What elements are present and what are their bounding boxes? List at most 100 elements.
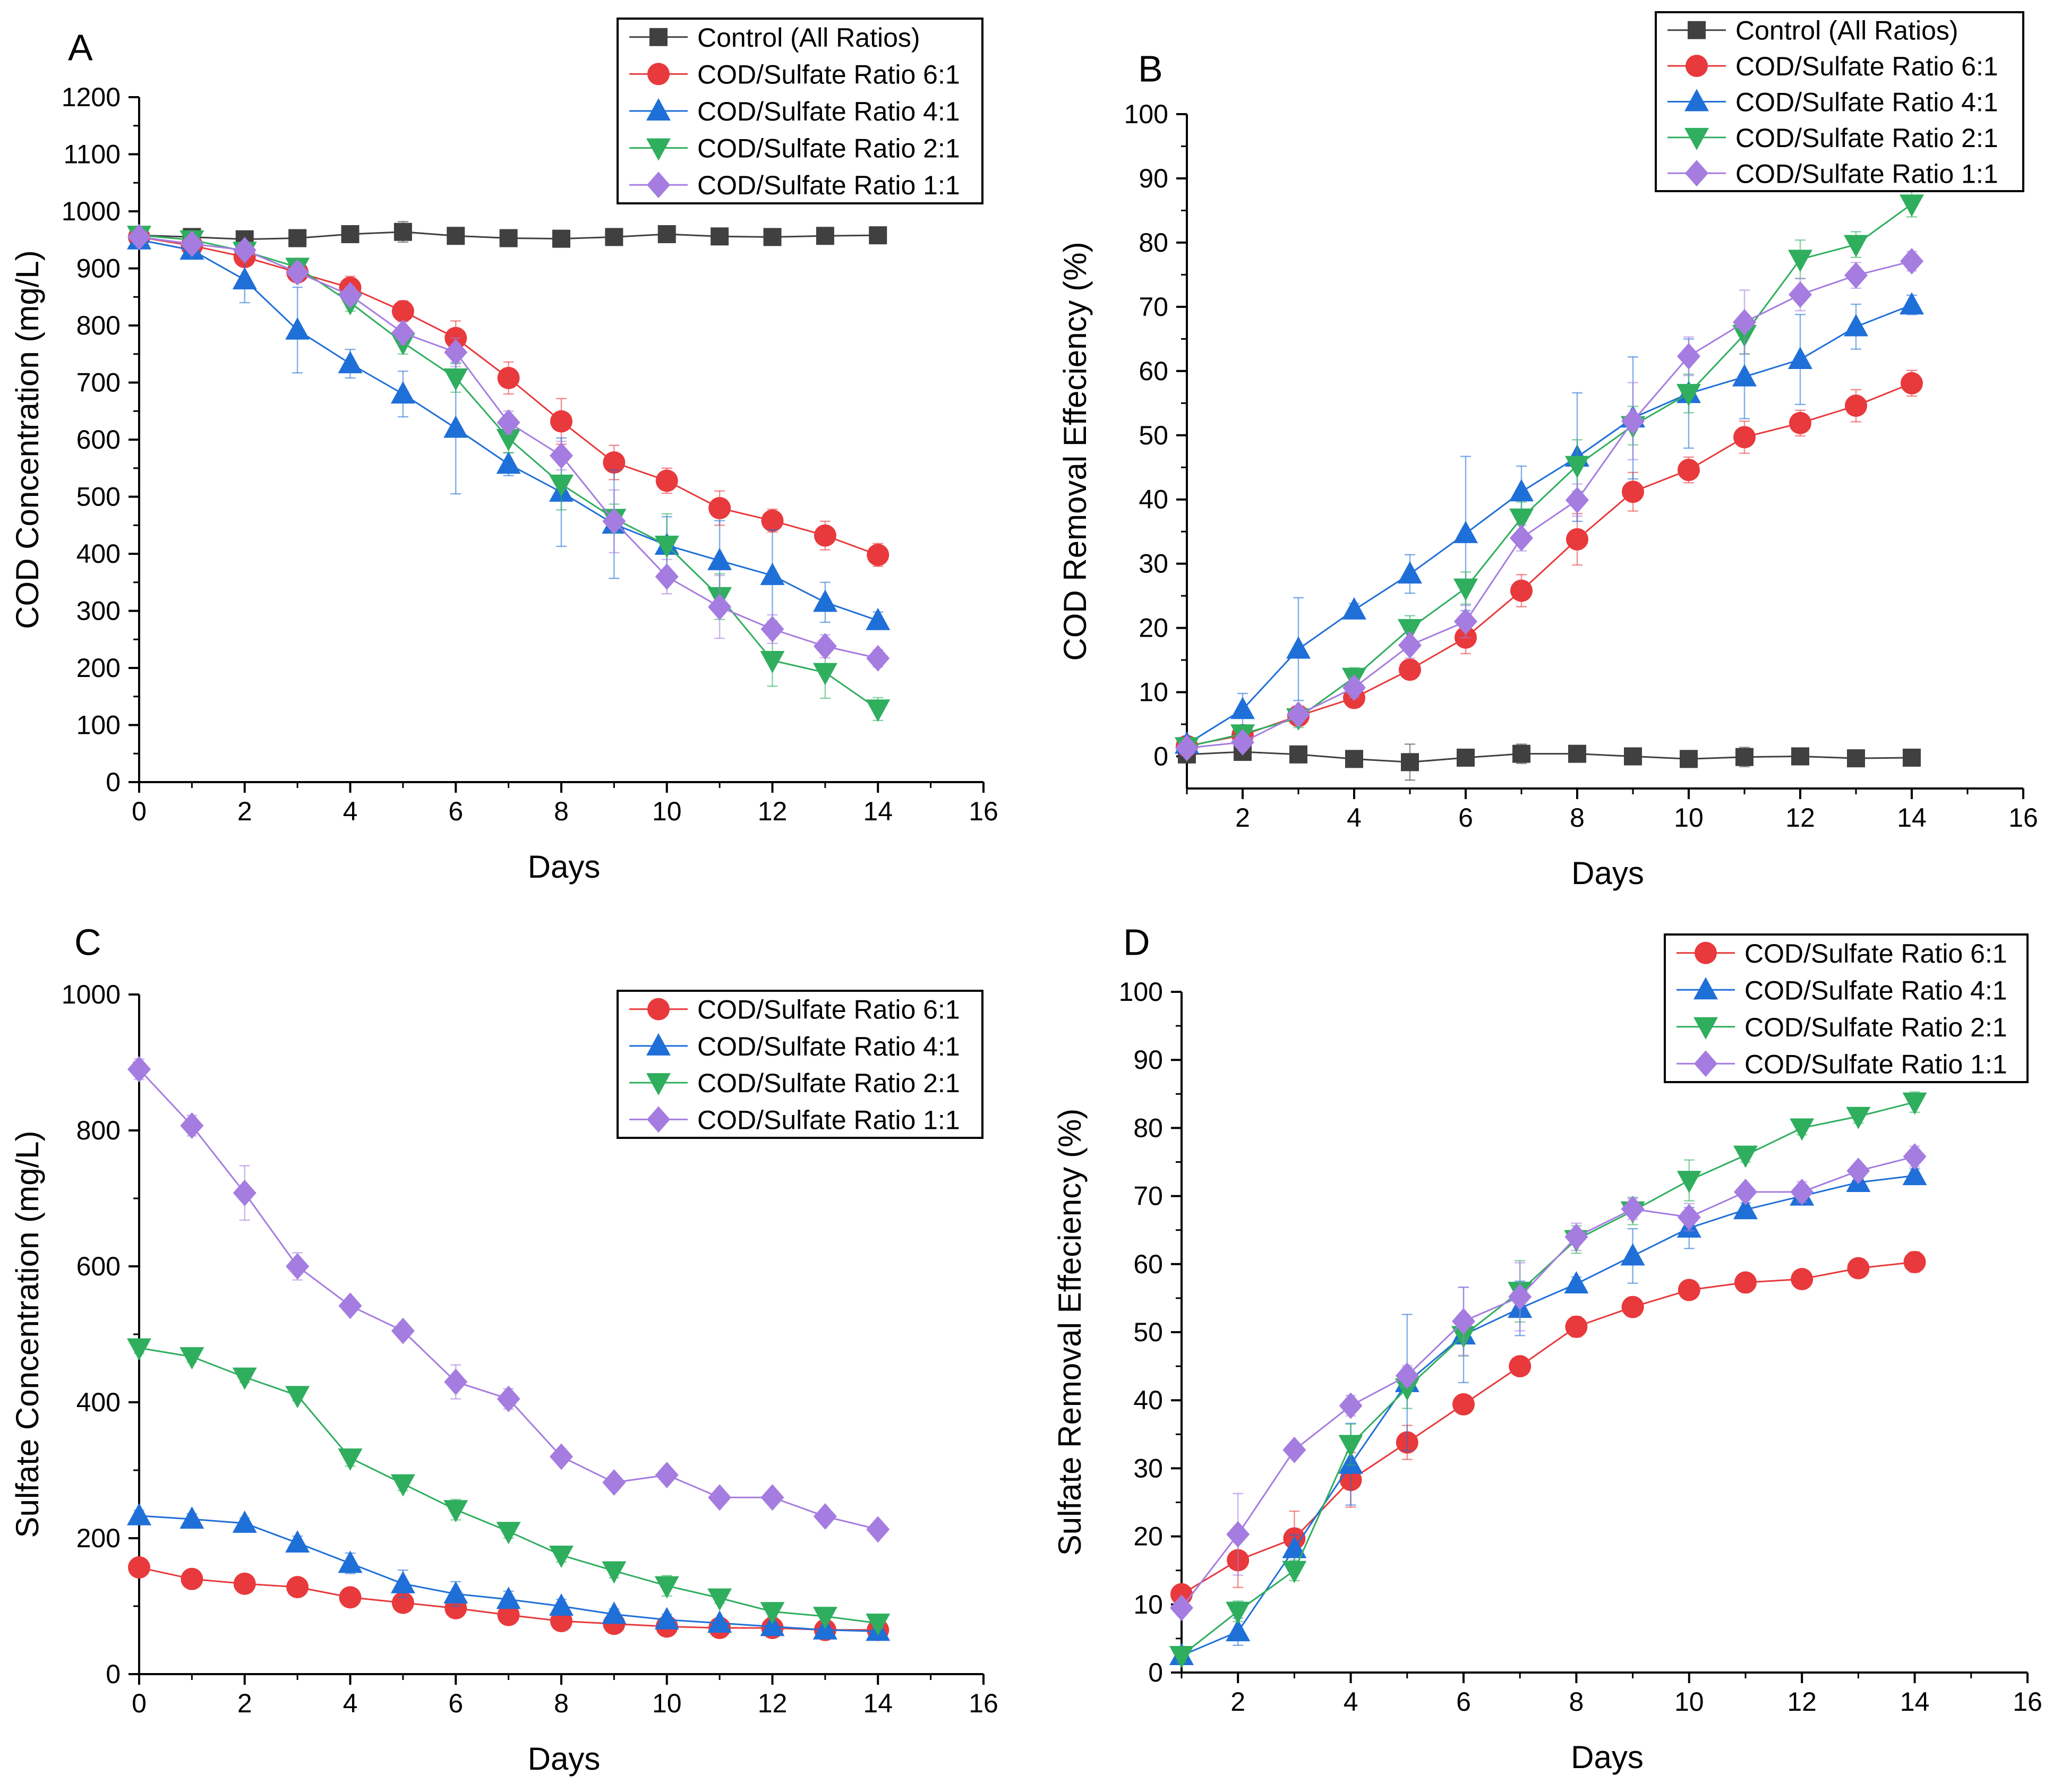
- y-tick-label: 200: [76, 653, 121, 683]
- data-point: [550, 1443, 573, 1470]
- data-point: [711, 227, 729, 246]
- data-point: [1678, 459, 1700, 482]
- legend-label: COD/Sulfate Ratio 6:1: [697, 59, 960, 89]
- data-point: [1226, 1521, 1250, 1548]
- data-point: [443, 1581, 468, 1604]
- series-line: [1186, 260, 1912, 749]
- y-tick-label: 1000: [62, 196, 121, 226]
- data-point: [1733, 1197, 1758, 1220]
- data-point: [602, 1561, 627, 1584]
- data-point: [867, 544, 889, 567]
- data-point: [1733, 426, 1756, 449]
- y-axis-title: Sulfate Concentration (mg/L): [10, 1130, 45, 1538]
- data-point: [1566, 528, 1588, 551]
- data-point: [761, 509, 784, 532]
- data-point: [1398, 632, 1422, 659]
- y-tick-label: 600: [76, 425, 121, 455]
- x-tick-label: 12: [758, 1688, 788, 1718]
- legend-label: COD/Sulfate Ratio 2:1: [697, 134, 960, 164]
- data-point: [338, 1550, 363, 1573]
- y-tick-label: 700: [76, 368, 121, 398]
- x-tick-label: 6: [448, 796, 463, 826]
- data-point: [1789, 411, 1811, 434]
- x-tick-label: 16: [2008, 803, 2038, 833]
- data-point: [1847, 749, 1865, 768]
- data-point: [869, 226, 887, 245]
- legend-marker: [1688, 21, 1706, 39]
- y-tick-label: 1100: [63, 140, 121, 169]
- data-point: [1621, 1296, 1644, 1318]
- y-tick-label: 100: [1119, 977, 1163, 1007]
- data-point: [866, 607, 891, 630]
- x-tick-label: 16: [2013, 1687, 2042, 1717]
- data-point: [1282, 1561, 1307, 1583]
- data-point: [1339, 1392, 1363, 1419]
- x-tick-label: 8: [554, 1688, 569, 1718]
- data-point: [179, 1506, 204, 1529]
- data-point: [813, 1503, 837, 1530]
- data-point: [1791, 1268, 1814, 1291]
- data-point: [180, 230, 204, 258]
- data-point: [338, 351, 363, 374]
- y-tick-label: 300: [76, 596, 121, 626]
- data-point: [338, 1448, 363, 1471]
- legend-marker: [1684, 127, 1709, 150]
- x-tick-label: 10: [1674, 1687, 1704, 1717]
- data-point: [1398, 561, 1422, 584]
- data-point: [763, 228, 782, 246]
- y-tick-label: 20: [1133, 1522, 1163, 1551]
- x-tick-label: 4: [343, 796, 358, 826]
- y-tick-label: 30: [1133, 1453, 1163, 1483]
- y-tick-label: 0: [1153, 742, 1168, 771]
- data-point: [499, 229, 518, 247]
- data-point: [285, 1386, 310, 1409]
- data-point: [1398, 619, 1422, 641]
- y-axis-title: COD Removal Effeciency (%): [1057, 242, 1093, 661]
- x-tick-label: 6: [448, 1688, 463, 1718]
- data-point: [1226, 1619, 1251, 1642]
- data-point: [760, 651, 785, 674]
- data-point: [285, 317, 310, 340]
- x-tick-label: 8: [1569, 1687, 1584, 1717]
- legend-marker: [646, 1073, 671, 1096]
- data-point: [1452, 1393, 1475, 1416]
- data-point: [1231, 728, 1254, 756]
- series-ratio1: [1170, 1143, 1927, 1622]
- data-point: [1512, 744, 1530, 763]
- data-point: [814, 524, 836, 547]
- legend-marker: [1693, 1017, 1718, 1040]
- data-point: [497, 1604, 520, 1626]
- data-point: [1508, 1283, 1532, 1310]
- data-point: [1395, 1378, 1419, 1401]
- data-point: [654, 1576, 679, 1599]
- x-tick-label: 6: [1456, 1687, 1471, 1717]
- data-point: [341, 225, 360, 243]
- series-line: [1181, 1174, 1915, 1657]
- legend-marker: [647, 172, 670, 199]
- data-point: [1733, 1145, 1758, 1168]
- data-point: [497, 409, 520, 436]
- panel-a: A 0 2 4 6 8 10 12 14 16 0 100 200 300 400 500 600 700 800 9…: [10, 18, 998, 885]
- data-point: [1791, 747, 1809, 766]
- data-point: [1903, 1143, 1927, 1170]
- legend-marker: [646, 1033, 671, 1056]
- data-point: [444, 1368, 468, 1395]
- legend-label: COD/Sulfate Ratio 1:1: [1744, 1049, 2007, 1079]
- y-tick-label: 900: [76, 254, 121, 284]
- data-point: [1564, 1223, 1588, 1250]
- legend-label: COD/Sulfate Ratio 2:1: [1735, 123, 1998, 153]
- data-point: [1568, 744, 1586, 763]
- y-tick-label: 50: [1133, 1317, 1163, 1347]
- legend-marker: [1694, 1050, 1717, 1077]
- data-point: [602, 1469, 626, 1496]
- legend-label: COD/Sulfate Ratio 6:1: [697, 995, 960, 1025]
- data-point: [1565, 456, 1589, 478]
- data-point: [1902, 1092, 1927, 1115]
- x-tick-label: 6: [1458, 803, 1473, 833]
- data-point: [655, 563, 679, 590]
- data-point: [1790, 1178, 1814, 1205]
- y-tick-label: 90: [1139, 164, 1168, 193]
- data-point: [127, 1338, 151, 1361]
- series-line: [1186, 751, 1912, 763]
- x-tick-label: 12: [758, 796, 788, 826]
